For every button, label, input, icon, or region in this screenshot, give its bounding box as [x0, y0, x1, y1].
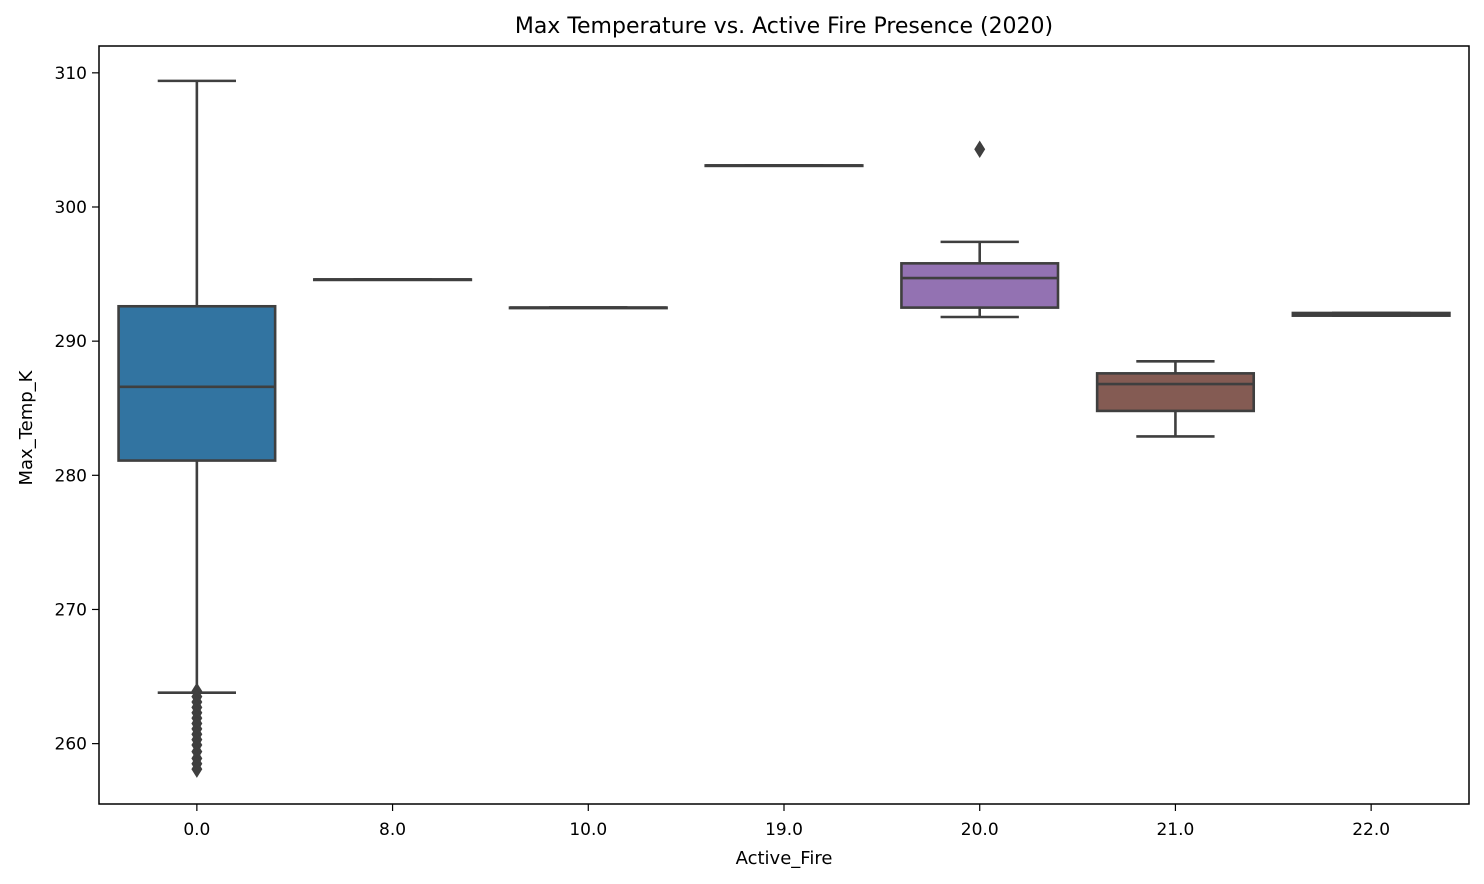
chart-title: Max Temperature vs. Active Fire Presence… [515, 14, 1053, 39]
x-tick-label: 19.0 [765, 820, 803, 840]
box-group-0-0 [117, 79, 277, 778]
outlier-point [191, 760, 203, 778]
x-tick-label: 10.0 [569, 820, 607, 840]
box-group-21-0 [1095, 359, 1256, 438]
x-tick-label: 22.0 [1352, 820, 1390, 840]
y-tick-label: 260 [55, 735, 87, 755]
y-axis: 260 270 280 290 300 310 [55, 64, 99, 755]
x-tick-label: 8.0 [379, 820, 406, 840]
y-tick-label: 300 [55, 198, 87, 218]
x-tick-label: 20.0 [961, 820, 999, 840]
box-group-10-0 [508, 306, 668, 310]
y-tick-label: 310 [55, 64, 87, 84]
y-tick-label: 280 [55, 466, 87, 486]
iqr-box [117, 304, 277, 462]
plot-area [117, 79, 1451, 778]
plot-frame [98, 45, 1470, 805]
box-group-22-0 [1291, 311, 1451, 317]
x-axis: 0.0 8.0 10.0 19.0 20.0 21.0 22.0 [183, 804, 1390, 840]
outlier-point [974, 140, 986, 159]
x-axis-label: Active_Fire [736, 848, 833, 869]
iqr-box [1095, 372, 1256, 413]
box-group-8-0 [312, 278, 473, 282]
x-tick-label: 21.0 [1156, 820, 1194, 840]
box-group-20-0 [900, 140, 1060, 319]
y-tick-label: 290 [55, 332, 87, 352]
iqr-box [900, 262, 1060, 309]
x-tick-label: 0.0 [183, 820, 210, 840]
y-axis-label: Max_Temp_K [16, 369, 37, 485]
box-group-19-0 [704, 164, 864, 168]
y-tick-label: 270 [55, 600, 87, 620]
